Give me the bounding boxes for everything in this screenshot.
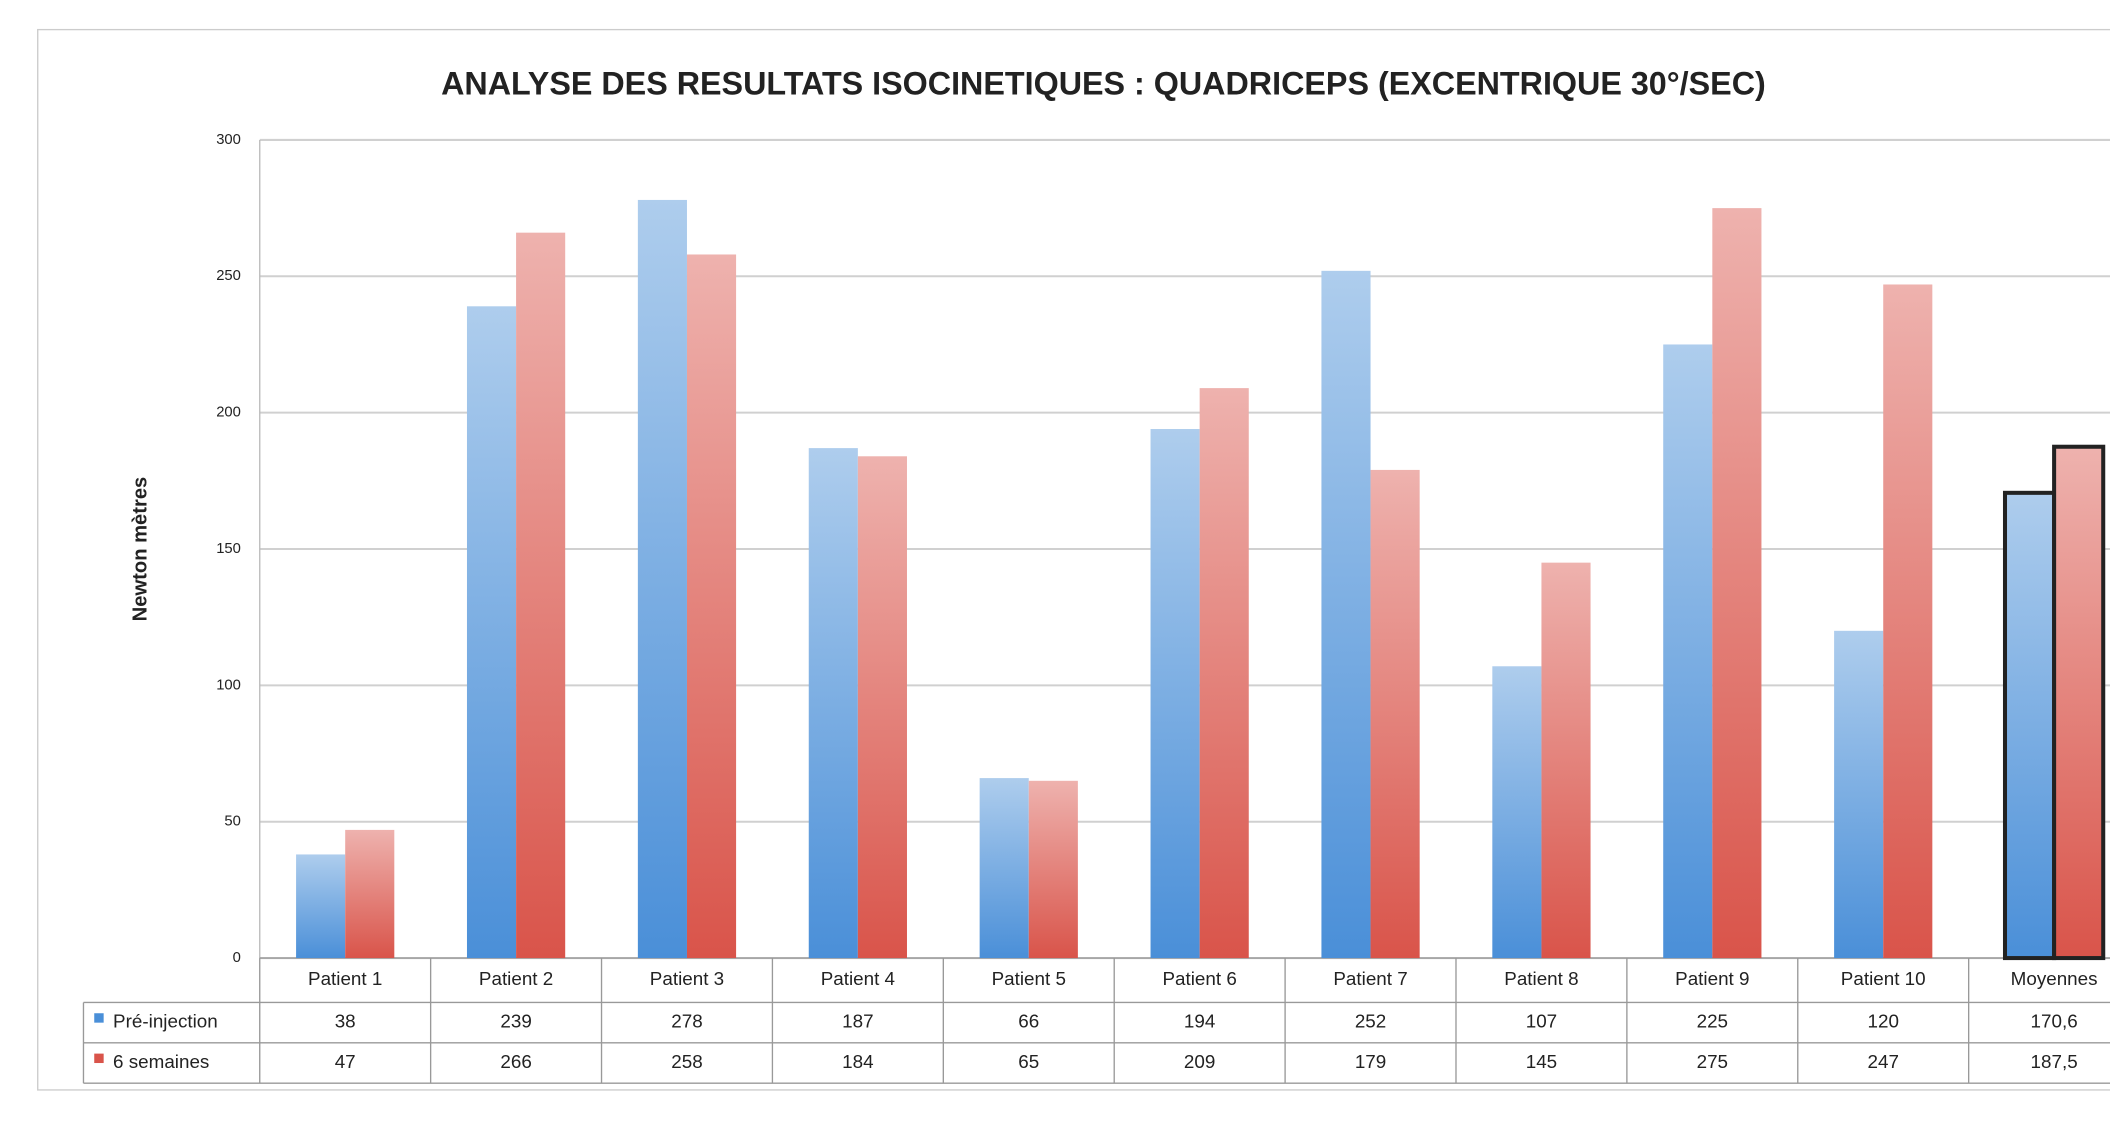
- bar: [2052, 444, 2106, 961]
- bar: [1541, 562, 1591, 959]
- data-label: 247: [1868, 1051, 1899, 1072]
- data-label: 209: [1184, 1051, 1215, 1072]
- data-label: 187: [842, 1011, 873, 1032]
- x-tick-label: Patient 5: [992, 968, 1066, 989]
- y-tick-label: 300: [216, 132, 241, 148]
- data-label: 65: [1018, 1051, 1039, 1072]
- x-tick-label: Patient 7: [1333, 968, 1407, 989]
- x-tick-label: Patient 1: [308, 968, 382, 989]
- data-label: 107: [1526, 1011, 1557, 1032]
- bar: [1321, 270, 1371, 959]
- bar: [979, 778, 1029, 959]
- data-label: 275: [1697, 1051, 1728, 1072]
- data-label: 179: [1355, 1051, 1386, 1072]
- data-label: 66: [1018, 1011, 1039, 1032]
- y-tick-label: 50: [224, 814, 240, 830]
- bar: [1834, 630, 1884, 959]
- x-tick-label: Moyennes: [2011, 968, 2098, 989]
- bar: [808, 448, 858, 959]
- data-label: 266: [500, 1051, 531, 1072]
- legend-swatch: [94, 1013, 104, 1023]
- data-label: 252: [1355, 1011, 1386, 1032]
- bar: [857, 456, 907, 959]
- bar: [516, 232, 566, 959]
- data-label: 47: [335, 1051, 356, 1072]
- bar: [1370, 469, 1420, 959]
- bar: [466, 306, 517, 959]
- legend-label: Pré-injection: [113, 1011, 218, 1032]
- x-tick-label: Patient 4: [821, 968, 895, 989]
- legend-swatch: [94, 1053, 104, 1064]
- y-tick-label: 0: [233, 950, 241, 966]
- legend-label: 6 semaines: [113, 1051, 209, 1072]
- bar: [1883, 284, 1933, 959]
- data-label: 194: [1184, 1011, 1215, 1032]
- data-label: 184: [842, 1051, 873, 1072]
- bar: [345, 829, 395, 959]
- bar: [1492, 666, 1542, 959]
- bar: [1150, 429, 1200, 959]
- bar: [1712, 208, 1762, 959]
- data-label: 187,5: [2031, 1051, 2078, 1072]
- x-tick-label: Patient 6: [1162, 968, 1236, 989]
- chart-title: ANALYSE DES RESULTATS ISOCINETIQUES : QU…: [441, 66, 1766, 102]
- bar: [296, 854, 346, 959]
- y-axis-label: Newton mètres: [130, 477, 152, 622]
- data-label: 170,6: [2031, 1011, 2078, 1032]
- data-label: 145: [1526, 1051, 1557, 1072]
- data-label: 278: [671, 1011, 702, 1032]
- x-tick-label: Patient 3: [650, 968, 724, 989]
- data-label: 38: [335, 1011, 356, 1032]
- bar: [2002, 490, 2057, 961]
- x-tick-label: Patient 2: [479, 968, 553, 989]
- bar: [1663, 344, 1713, 959]
- x-tick-label: Patient 9: [1675, 968, 1749, 989]
- x-tick-label: Patient 8: [1504, 968, 1578, 989]
- y-tick-label: 150: [216, 541, 241, 557]
- data-label: 239: [500, 1011, 531, 1032]
- y-tick-label: 200: [216, 405, 241, 421]
- bar: [686, 254, 737, 959]
- y-tick-label: 100: [216, 677, 241, 693]
- bar: [1028, 780, 1078, 959]
- bar: [1199, 388, 1249, 959]
- y-tick-label: 250: [216, 268, 241, 284]
- data-label: 258: [671, 1051, 702, 1072]
- bar: [637, 199, 687, 959]
- data-label: 225: [1697, 1011, 1728, 1032]
- data-label: 120: [1868, 1011, 1899, 1032]
- x-tick-label: Patient 10: [1841, 968, 1926, 989]
